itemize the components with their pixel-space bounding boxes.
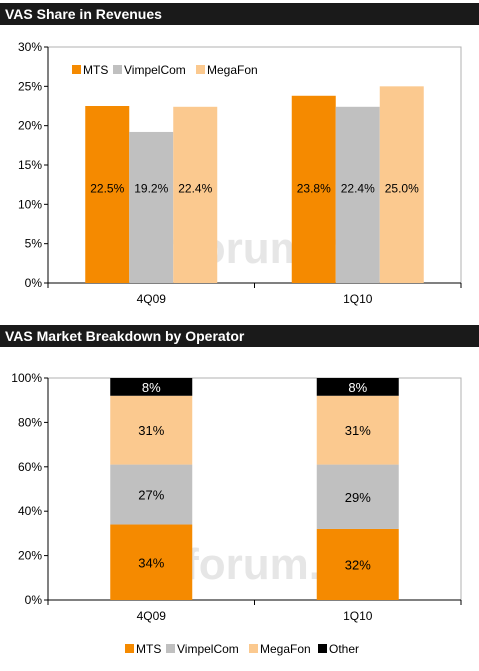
bar-label: 22.4%: [341, 182, 375, 196]
segment-label: 34%: [138, 555, 164, 570]
chart2-title: VAS Market Breakdown by Operator: [0, 325, 479, 347]
legend-swatch: [249, 644, 258, 653]
bar-vimpelcom: [129, 131, 174, 283]
segment-vimpelcom: [316, 464, 399, 529]
y-tick-label: 40%: [18, 504, 42, 518]
y-tick-label: 0%: [25, 276, 43, 290]
legend-swatch: [196, 65, 205, 74]
y-tick-label: 25%: [18, 79, 42, 93]
legend-swatch: [318, 644, 327, 653]
segment-label: 8%: [142, 380, 161, 395]
x-tick-label: 4Q09: [137, 292, 167, 306]
y-tick-label: 100%: [11, 371, 42, 385]
y-tick-label: 10%: [18, 197, 42, 211]
x-tick-label: 1Q10: [343, 292, 373, 306]
segment-label: 31%: [345, 423, 371, 438]
bar-mts: [85, 106, 130, 283]
bar-vimpelcom: [335, 106, 380, 283]
bar-megafon: [173, 106, 218, 283]
segment-other: [110, 378, 193, 396]
bar-label: 22.5%: [90, 182, 124, 196]
y-tick-label: 60%: [18, 460, 42, 474]
segment-other: [316, 378, 399, 396]
y-tick-label: 80%: [18, 415, 42, 429]
legend-swatch: [125, 644, 134, 653]
segment-label: 31%: [138, 423, 164, 438]
segment-megafon: [316, 395, 399, 465]
segment-label: 27%: [138, 488, 164, 503]
y-tick-label: 20%: [18, 549, 42, 563]
segment-mts: [316, 528, 399, 600]
bar-label: 19.2%: [134, 182, 168, 196]
segment-megafon: [110, 395, 193, 465]
y-tick-label: 5%: [25, 237, 43, 251]
segment-mts: [110, 524, 193, 600]
y-tick-label: 20%: [18, 119, 42, 133]
y-tick-label: 30%: [18, 40, 42, 54]
legend-label: Other: [329, 642, 359, 656]
y-tick-label: 0%: [25, 593, 43, 607]
bar-label: 22.4%: [178, 182, 212, 196]
segment-label: 8%: [348, 380, 367, 395]
x-tick-label: 1Q10: [343, 609, 373, 623]
bar-mts: [291, 95, 336, 283]
segment-label: 32%: [345, 557, 371, 572]
legend-label: VimpelCom: [124, 63, 186, 77]
x-tick-label: 4Q09: [137, 609, 167, 623]
legend-swatch: [166, 644, 175, 653]
legend-label: MTS: [136, 642, 161, 656]
segment-vimpelcom: [110, 464, 193, 525]
legend-label: MTS: [83, 63, 108, 77]
y-tick-label: 15%: [18, 158, 42, 172]
legend-label: VimpelCom: [177, 642, 239, 656]
legend-label: MegaFon: [207, 63, 258, 77]
legend-swatch: [72, 65, 81, 74]
vas-breakdown-chart: mforum.ru0%20%40%60%80%100%4Q0934%27%31%…: [11, 371, 462, 656]
bar-label: 23.8%: [297, 182, 331, 196]
legend-swatch: [113, 65, 122, 74]
bar-label: 25.0%: [385, 182, 419, 196]
chart1-title: VAS Share in Revenues: [0, 3, 479, 25]
bar-megafon: [379, 86, 424, 283]
legend-label: MegaFon: [260, 642, 311, 656]
segment-label: 29%: [345, 490, 371, 505]
